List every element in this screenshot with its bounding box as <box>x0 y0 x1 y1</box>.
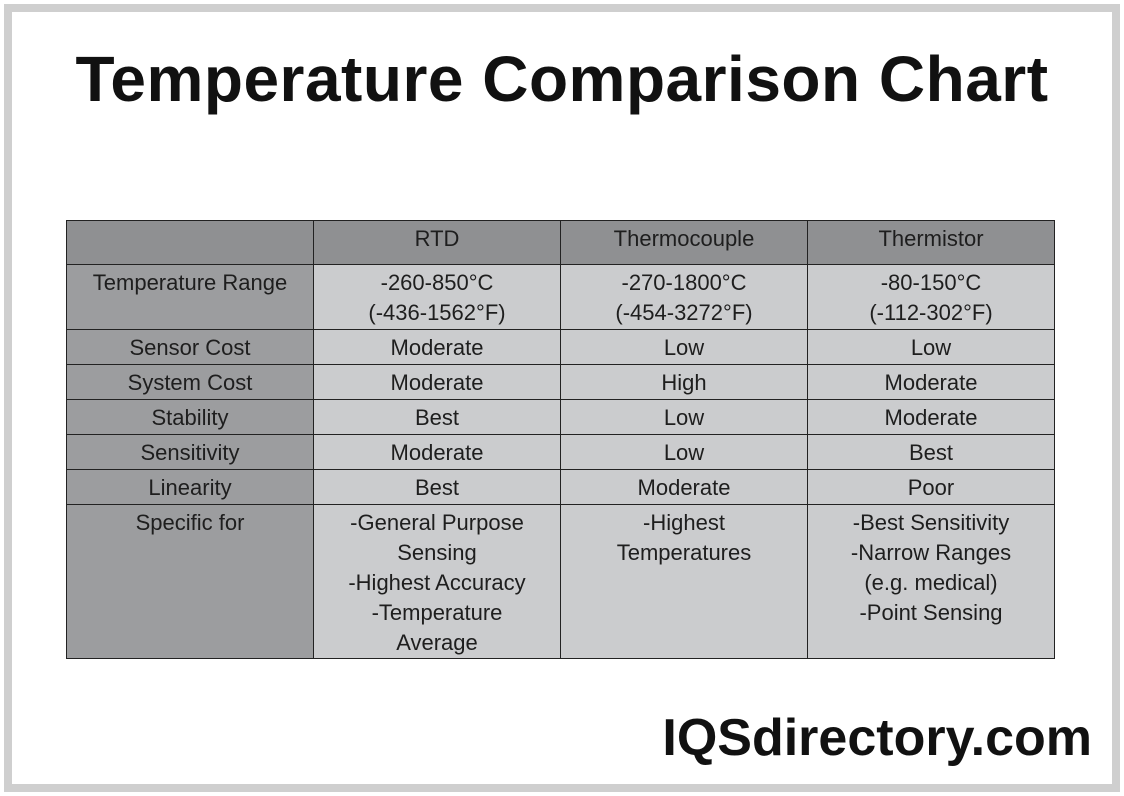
cell-line: Low <box>663 405 705 430</box>
row-header: Sensor Cost <box>66 329 314 365</box>
cell-line: Sensitivity <box>140 440 240 465</box>
cell-line: System Cost <box>127 370 253 395</box>
table-cell: Low <box>807 329 1055 365</box>
cell-line: -270-1800°C <box>621 270 747 295</box>
table-cell: Moderate <box>313 434 561 470</box>
cell-line: Best <box>414 475 460 500</box>
row-header: Linearity <box>66 469 314 505</box>
table-cell: -General Purpose Sensing -Highest Accuracy… <box>313 504 561 659</box>
table-row: Linearity Best Moderate Poor <box>66 469 1055 505</box>
cell-line: Low <box>910 335 952 360</box>
cell-line: Moderate <box>390 370 484 395</box>
brand: IQSdirectory.com <box>662 709 1092 767</box>
cell-line: Moderate <box>884 370 978 395</box>
table-row: Sensor Cost Moderate Low Low <box>66 329 1055 365</box>
header-row: RTD Thermocouple Thermistor <box>66 220 1055 265</box>
table-cell: Low <box>560 329 808 365</box>
cell-line: Temperatures <box>616 540 752 565</box>
table-row: Specific for -General Purpose Sensing -High… <box>66 504 1055 659</box>
table-cell: Best <box>313 469 561 505</box>
cell-line: Specific for <box>135 510 245 535</box>
cell-line: Sensor Cost <box>129 335 251 360</box>
table-cell: -270-1800°C (-454-3272°F) <box>560 264 808 330</box>
cell-line: -80-150°C <box>880 270 982 295</box>
table-row: System Cost Moderate High Moderate <box>66 364 1055 400</box>
cell-line: -General Purpose <box>350 510 524 535</box>
row-header: System Cost <box>66 364 314 400</box>
cell-line: Linearity <box>148 475 232 500</box>
cell-line: (e.g. medical) <box>864 570 998 595</box>
cell-line: -Best Sensitivity <box>852 510 1010 535</box>
cell-line: (-436-1562°F) <box>368 300 506 325</box>
cell-line: Sensing <box>397 540 477 565</box>
cell-line: Average <box>396 630 478 655</box>
column-header: RTD <box>313 220 561 265</box>
title: Temperature Comparison Chart <box>75 43 1049 115</box>
table-cell: Moderate <box>560 469 808 505</box>
cell-line: (-112-302°F) <box>869 300 993 325</box>
row-header: Stability <box>66 399 314 435</box>
table-cell: Moderate <box>807 364 1055 400</box>
column-header: Thermistor <box>807 220 1055 265</box>
comparison-table: RTD Thermocouple Thermistor Temperature Ran… <box>66 220 1055 659</box>
cell-line: Moderate <box>884 405 978 430</box>
column-header: Thermocouple <box>560 220 808 265</box>
table-cell: -260-850°C (-436-1562°F) <box>313 264 561 330</box>
cell-line: Low <box>663 335 705 360</box>
row-header: Specific for <box>66 504 314 659</box>
table-row: Temperature Range -260-850°C (-436-1562°F)… <box>66 264 1055 330</box>
cell-line: -Highest <box>643 510 725 535</box>
cell-line: -260-850°C <box>380 270 494 295</box>
row-header: Temperature Range <box>66 264 314 330</box>
table-row: Sensitivity Moderate Low Best <box>66 434 1055 470</box>
table-cell: Best <box>313 399 561 435</box>
cell-line: -Point Sensing <box>859 600 1003 625</box>
column-header <box>66 220 314 265</box>
table-row: Stability Best Low Moderate <box>66 399 1055 435</box>
cell-line: Moderate <box>390 440 484 465</box>
cell-line: -Temperature <box>371 600 503 625</box>
cell-line: Best <box>414 405 460 430</box>
cell-line: Moderate <box>637 475 731 500</box>
table-cell: Low <box>560 434 808 470</box>
table-cell: Best <box>807 434 1055 470</box>
table-cell: Low <box>560 399 808 435</box>
table-cell: -Highest Temperatures <box>560 504 808 659</box>
row-header: Sensitivity <box>66 434 314 470</box>
cell-line: Best <box>908 440 954 465</box>
cell-line: High <box>661 370 707 395</box>
cell-line: Low <box>663 440 705 465</box>
table-cell: High <box>560 364 808 400</box>
cell-line: Poor <box>907 475 955 500</box>
cell-line: Temperature Range <box>92 270 288 295</box>
table-cell: Poor <box>807 469 1055 505</box>
table-cell: Moderate <box>313 364 561 400</box>
cell-line: -Highest Accuracy <box>348 570 526 595</box>
table-cell: Moderate <box>313 329 561 365</box>
table-cell: -Best Sensitivity -Narrow Ranges (e.g. med… <box>807 504 1055 659</box>
cell-line: Stability <box>151 405 229 430</box>
cell-line: -Narrow Ranges <box>850 540 1012 565</box>
cell-line: (-454-3272°F) <box>615 300 753 325</box>
table-cell: -80-150°C (-112-302°F) <box>807 264 1055 330</box>
table-cell: Moderate <box>807 399 1055 435</box>
cell-line: Moderate <box>390 335 484 360</box>
